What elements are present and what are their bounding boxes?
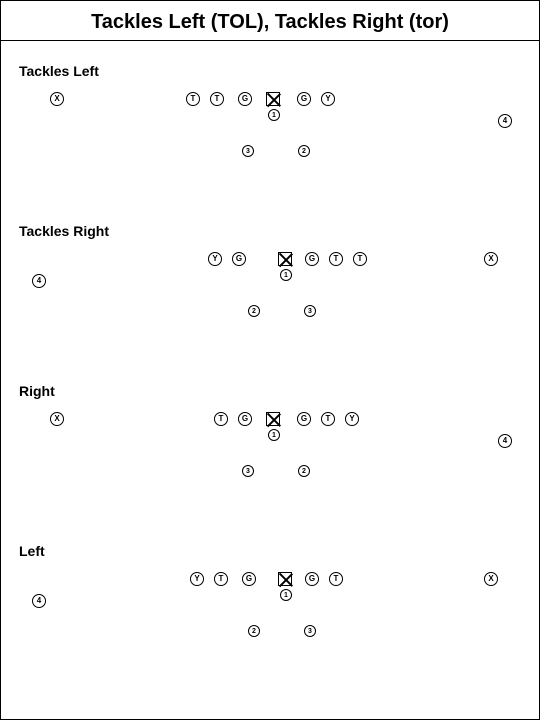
center-icon [278, 252, 292, 266]
player-t: T [329, 572, 343, 586]
player-1: 1 [280, 589, 292, 601]
player-t: T [353, 252, 367, 266]
player-g: G [242, 572, 256, 586]
diagram-canvas: Tackles LeftTTGGYX4132Tackles RightYGGTT… [1, 1, 539, 719]
player-x: X [484, 572, 498, 586]
player-g: G [238, 92, 252, 106]
player-y: Y [208, 252, 222, 266]
player-3: 3 [242, 465, 254, 477]
formation-label-left: Left [19, 543, 45, 559]
player-3: 3 [242, 145, 254, 157]
player-g: G [232, 252, 246, 266]
player-g: G [297, 412, 311, 426]
player-y: Y [321, 92, 335, 106]
center-icon [266, 412, 280, 426]
formation-label-right: Right [19, 383, 55, 399]
center-icon [266, 92, 280, 106]
player-3: 3 [304, 305, 316, 317]
player-4: 4 [498, 434, 512, 448]
player-4: 4 [32, 594, 46, 608]
player-g: G [297, 92, 311, 106]
player-2: 2 [248, 625, 260, 637]
player-3: 3 [304, 625, 316, 637]
player-g: G [305, 572, 319, 586]
player-4: 4 [498, 114, 512, 128]
player-g: G [305, 252, 319, 266]
player-y: Y [190, 572, 204, 586]
player-t: T [329, 252, 343, 266]
player-x: X [50, 412, 64, 426]
player-t: T [186, 92, 200, 106]
center-icon [278, 572, 292, 586]
player-t: T [321, 412, 335, 426]
player-1: 1 [268, 109, 280, 121]
player-x: X [50, 92, 64, 106]
player-t: T [214, 572, 228, 586]
player-1: 1 [268, 429, 280, 441]
player-y: Y [345, 412, 359, 426]
page-frame: Tackles Left (TOL), Tackles Right (tor) … [0, 0, 540, 720]
formation-label-tackles-left: Tackles Left [19, 63, 99, 79]
player-2: 2 [248, 305, 260, 317]
player-2: 2 [298, 145, 310, 157]
formation-label-tackles-right: Tackles Right [19, 223, 109, 239]
player-2: 2 [298, 465, 310, 477]
player-t: T [210, 92, 224, 106]
player-g: G [238, 412, 252, 426]
player-t: T [214, 412, 228, 426]
player-x: X [484, 252, 498, 266]
player-1: 1 [280, 269, 292, 281]
player-4: 4 [32, 274, 46, 288]
